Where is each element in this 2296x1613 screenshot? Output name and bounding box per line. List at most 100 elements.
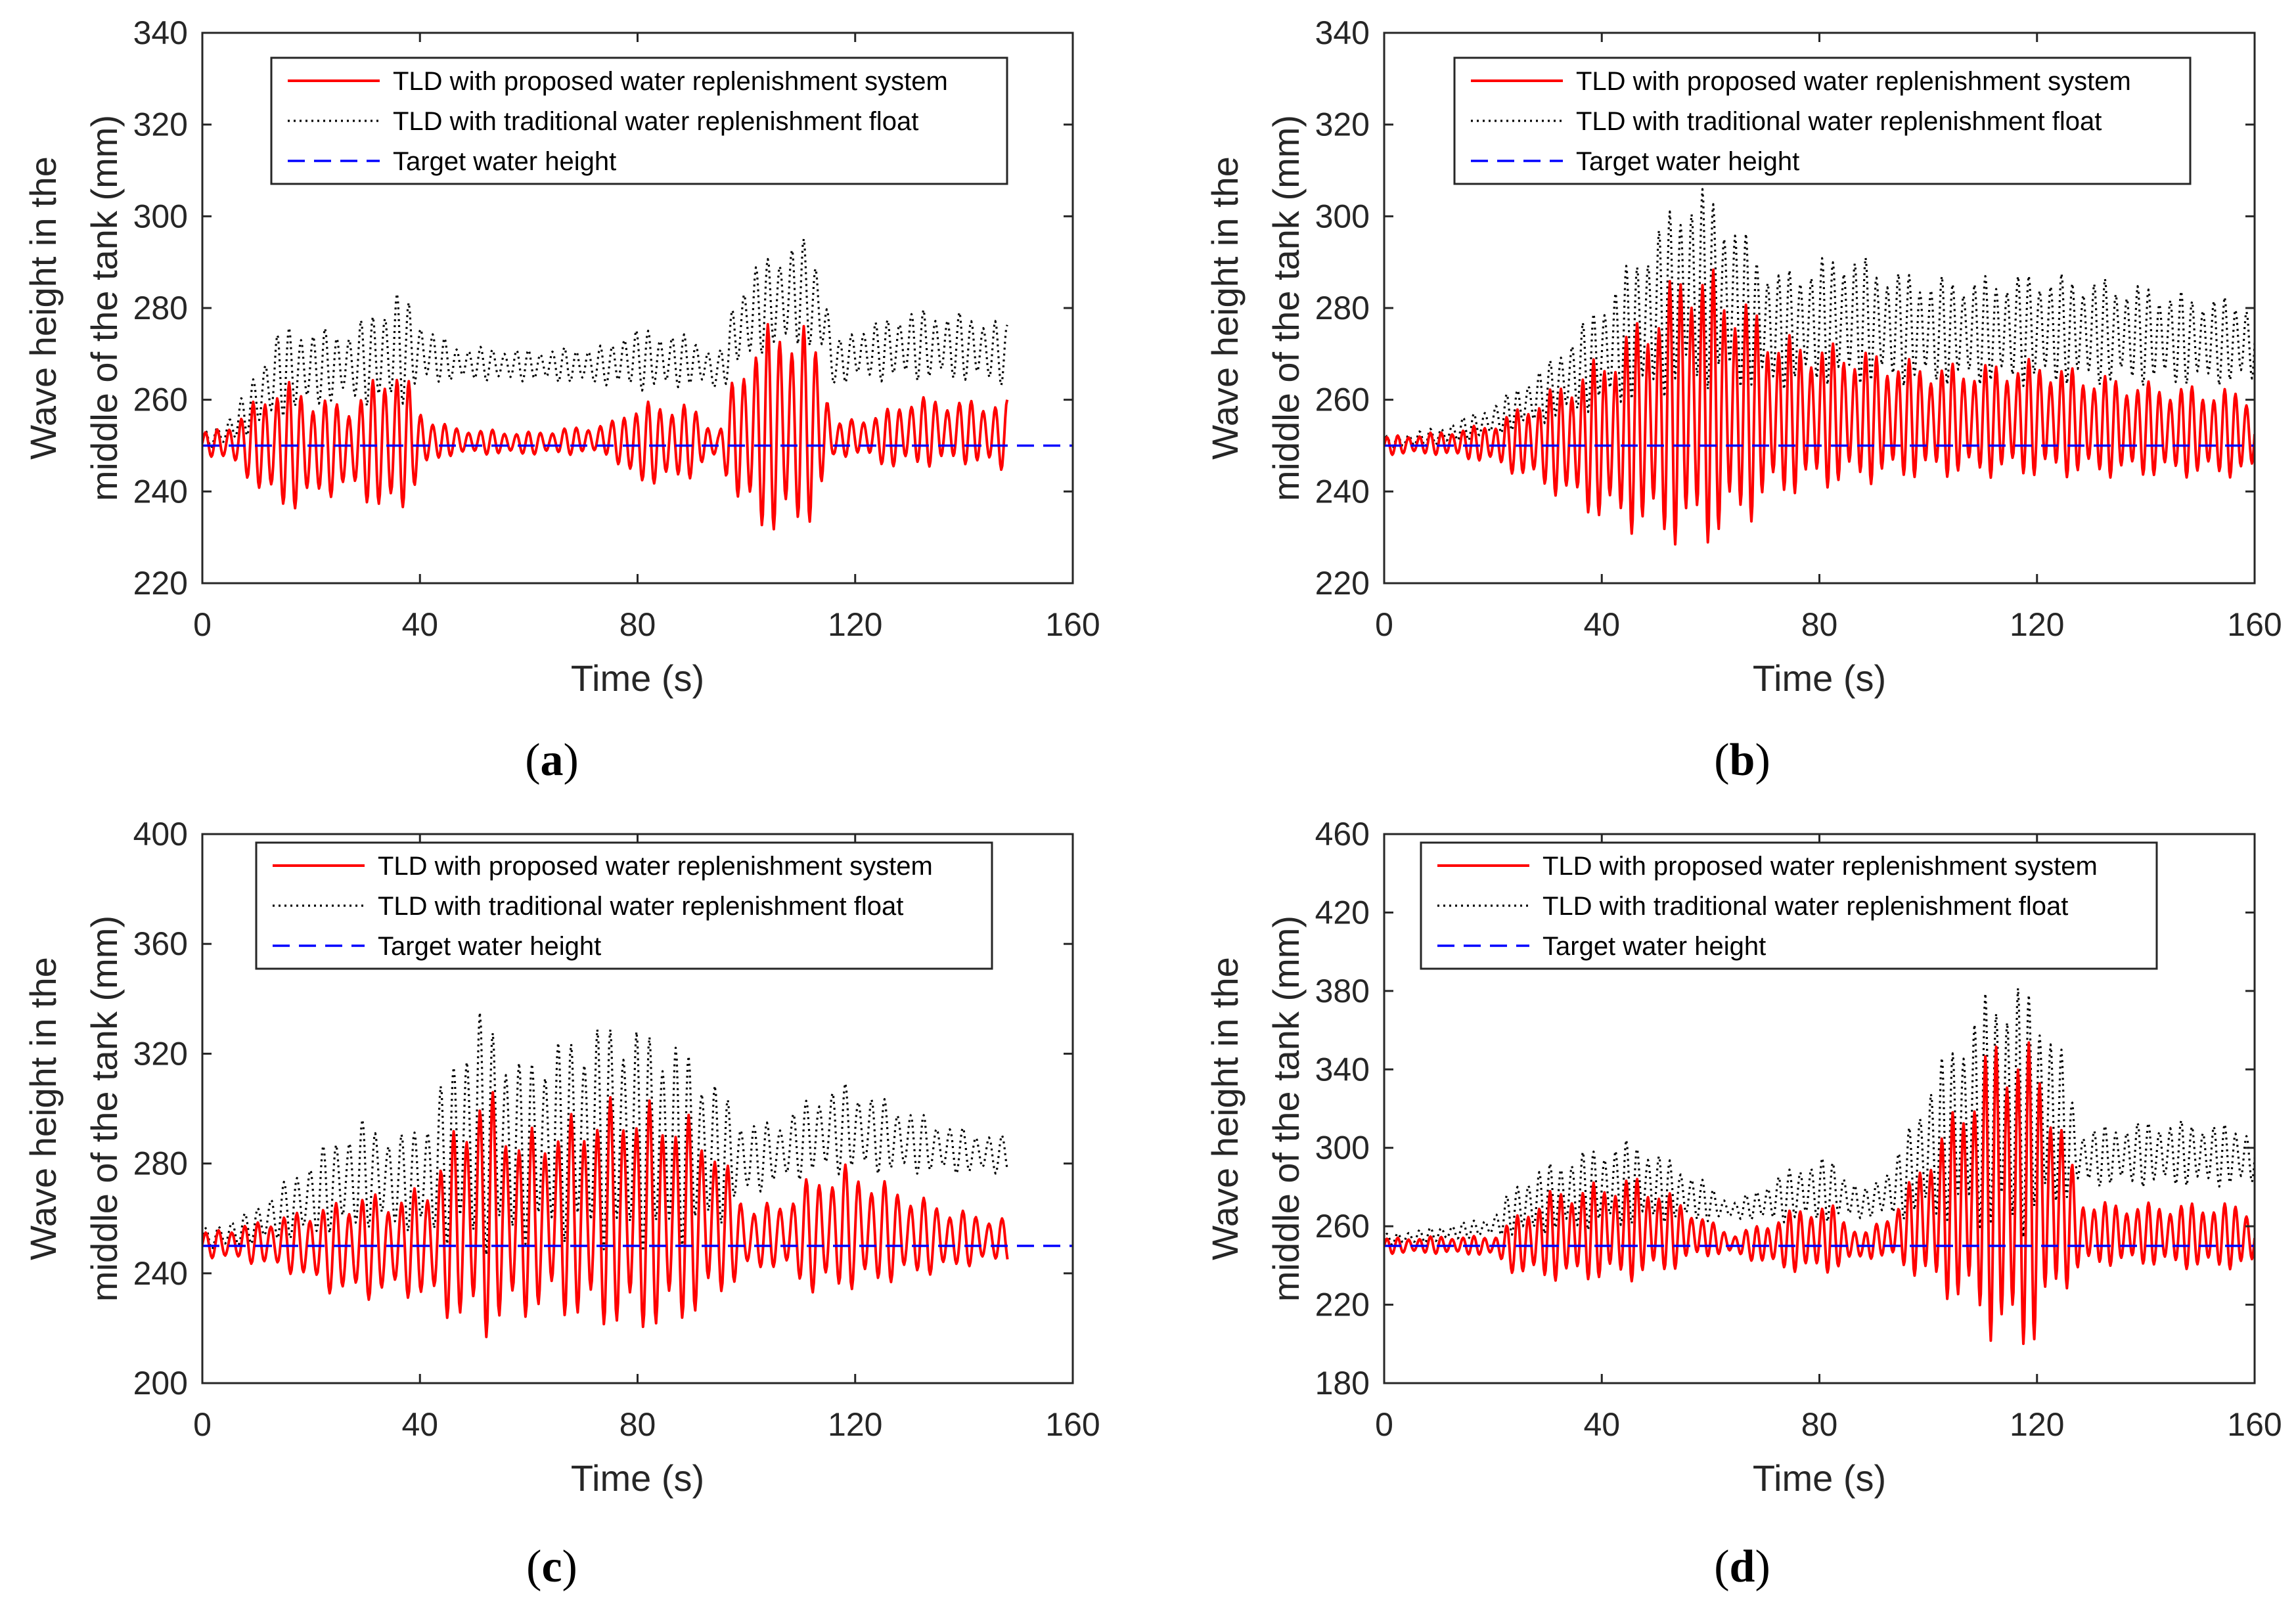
y-tick-label: 280 [133,1145,188,1182]
legend-label: Target water height [393,147,616,176]
legend: TLD with proposed water replenishment sy… [270,56,1008,185]
series-proposed-line [1384,1041,2255,1345]
x-tick-label: 160 [1045,606,1100,643]
y-tick-label: 460 [1315,816,1370,852]
plot-area [1384,188,2255,546]
legend-box [270,56,1008,185]
plot-area [202,1011,1073,1338]
legend-label: TLD with traditional water replenishment… [393,107,918,136]
legend: TLD with proposed water replenishment sy… [1420,841,2158,970]
y-tick-label: 320 [133,1035,188,1072]
series-traditional-line [202,238,1008,449]
legend-label: Target water height [378,932,601,961]
series-proposed-line [202,322,1009,531]
x-tick-label: 120 [2010,606,2064,643]
x-tick-label: 80 [619,606,656,643]
y-axis-title-line2: middle of the tank (mm) [1265,115,1307,501]
y-tick-label: 240 [1315,473,1370,510]
legend-label: Target water height [1576,147,1799,176]
y-axis-title-line2: middle of the tank (mm) [83,916,125,1302]
plot-area [1384,987,2255,1345]
y-tick-label: 220 [133,565,188,602]
series-proposed-line [1384,268,2255,546]
legend-label: TLD with traditional water replenishment… [378,892,903,921]
panel-label: (d) [1714,1541,1770,1592]
y-tick-label: 340 [133,14,188,51]
x-tick-label: 0 [193,1406,212,1443]
y-tick-label: 420 [1315,894,1370,931]
series-traditional-line [1384,188,2255,451]
x-tick-label: 40 [401,606,438,643]
y-tick-label: 300 [1315,1130,1370,1166]
y-tick-label: 240 [133,473,188,510]
y-axis-title-line1: Wave height in the [1204,957,1246,1260]
x-axis-title: Time (s) [571,1457,704,1499]
y-tick-label: 220 [1315,565,1370,602]
y-tick-label: 320 [1315,106,1370,143]
chart-panel-b: 0 40 80 120 160 220 240 260 280 300 320 340 Time (s)… [1204,14,2282,785]
y-tick-label: 260 [1315,382,1370,418]
series-proposed-line [202,1091,1009,1338]
y-tick-label: 360 [133,925,188,962]
x-tick-label: 80 [1801,1406,1838,1443]
x-tick-label: 160 [1045,1406,1100,1443]
panel-label: (b) [1714,735,1770,785]
y-tick-label: 260 [1315,1208,1370,1245]
x-tick-label: 120 [828,606,882,643]
y-tick-label: 200 [133,1365,188,1402]
legend: TLD with proposed water replenishment sy… [1453,56,2192,185]
y-tick-label: 280 [1315,290,1370,326]
panel-label: (a) [525,735,579,785]
series-traditional-line [202,1011,1009,1256]
x-tick-label: 160 [2227,606,2282,643]
x-tick-label: 0 [1375,606,1393,643]
y-tick-label: 300 [133,198,188,234]
y-tick-label: 260 [133,382,188,418]
y-axis-title-line1: Wave height in the [1204,156,1246,460]
legend-label: TLD with proposed water replenishment sy… [1576,67,2131,96]
y-tick-label: 320 [133,106,188,143]
x-tick-label: 120 [2010,1406,2064,1443]
y-tick-label: 300 [1315,198,1370,234]
legend-label: TLD with traditional water replenishment… [1542,892,2068,921]
chart-panel-a: 0 40 80 120 160 220 240 260 280 300 320 340 Time (s)… [22,14,1100,785]
x-tick-label: 80 [1801,606,1838,643]
y-tick-label: 400 [133,816,188,852]
x-axis-title: Time (s) [1753,657,1886,699]
series-traditional-line [1384,987,2255,1247]
plot-area [202,238,1073,531]
x-tick-label: 0 [193,606,212,643]
legend-label: TLD with proposed water replenishment sy… [378,852,933,881]
x-tick-label: 40 [1583,1406,1620,1443]
legend-label: TLD with traditional water replenishment… [1576,107,2102,136]
x-tick-label: 80 [619,1406,656,1443]
y-axis-title-line2: middle of the tank (mm) [83,115,125,501]
x-tick-label: 40 [401,1406,438,1443]
y-tick-label: 180 [1315,1365,1370,1402]
legend-label: TLD with proposed water replenishment sy… [393,67,948,96]
y-axis-title-line2: middle of the tank (mm) [1265,916,1307,1302]
x-axis-title: Time (s) [1753,1457,1886,1499]
x-tick-label: 120 [828,1406,882,1443]
y-tick-label: 280 [133,290,188,326]
x-tick-label: 160 [2227,1406,2282,1443]
y-tick-label: 380 [1315,973,1370,1009]
legend-box [1453,56,2192,185]
panel-label: (c) [526,1541,577,1592]
y-tick-label: 340 [1315,14,1370,51]
x-tick-label: 40 [1583,606,1620,643]
legend-box [255,841,993,970]
chart-panel-c: 0 40 80 120 160 200 240 280 320 360 400 Time (s) Wav… [22,816,1100,1592]
y-tick-label: 340 [1315,1051,1370,1088]
legend-box [1420,841,2158,970]
y-axis-title-line1: Wave height in the [22,156,64,460]
x-tick-label: 0 [1375,1406,1393,1443]
legend: TLD with proposed water replenishment sy… [255,841,993,970]
x-axis-title: Time (s) [571,657,704,699]
y-tick-label: 240 [133,1255,188,1292]
y-tick-label: 220 [1315,1287,1370,1323]
chart-panel-d: 0 40 80 120 160 180 220 260 300 340 380 420 460 Time … [1204,816,2282,1592]
legend-label: Target water height [1542,932,1766,961]
